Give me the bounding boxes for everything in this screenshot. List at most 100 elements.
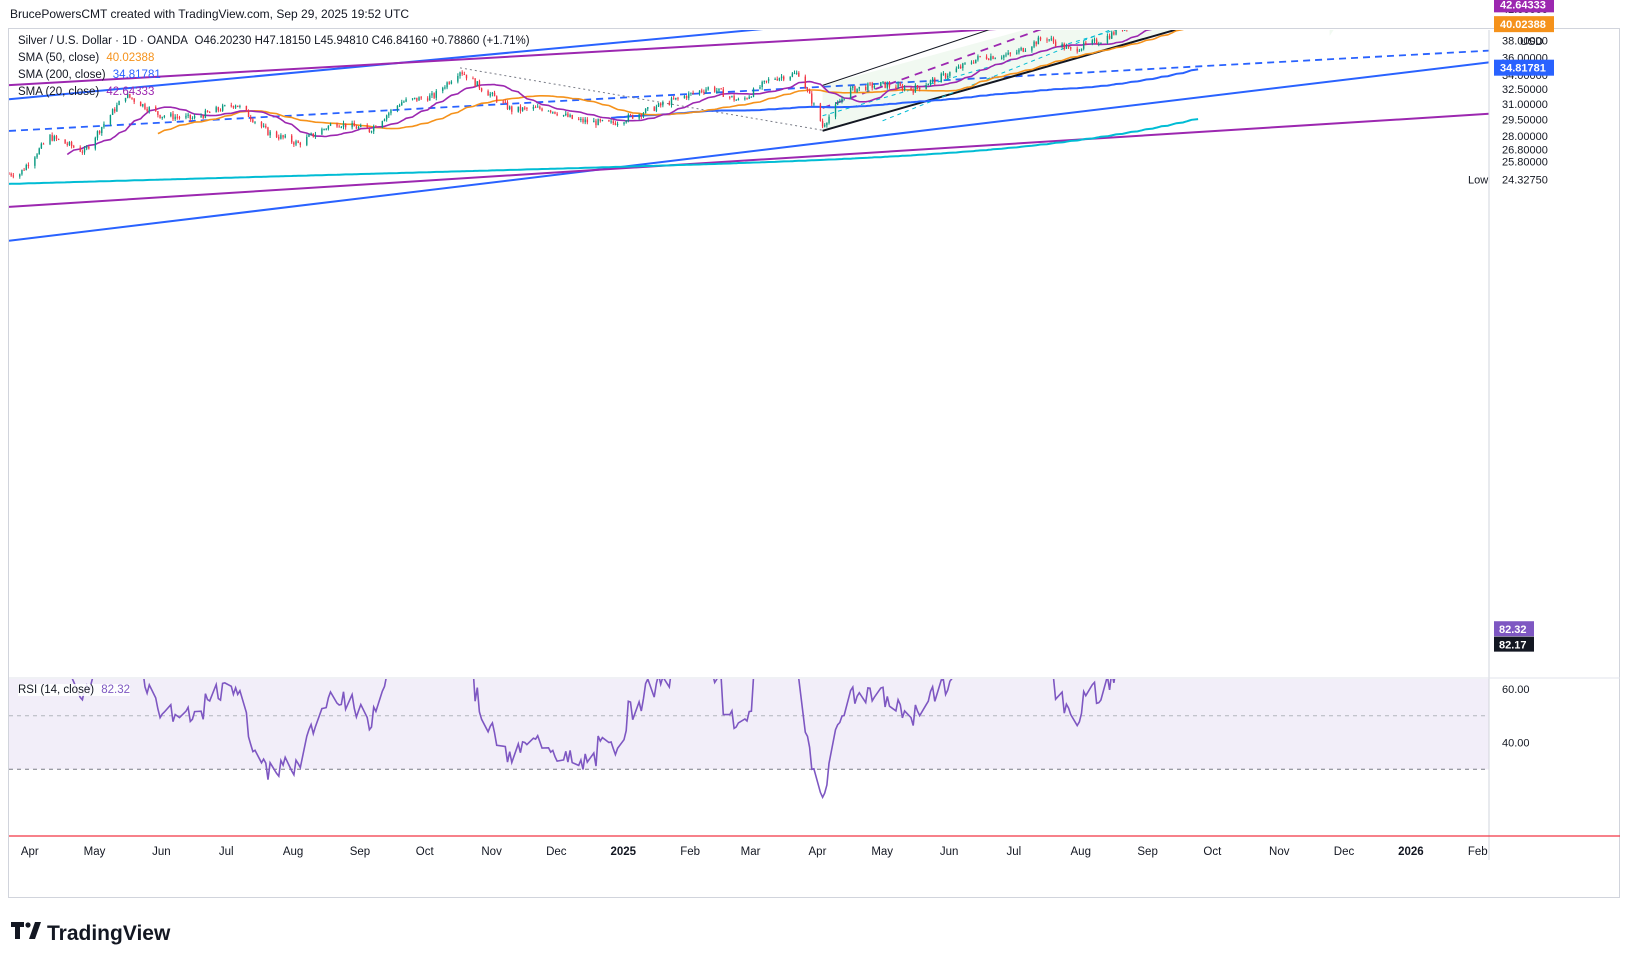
- price-candle: [474, 78, 476, 87]
- price-candle: [390, 108, 392, 116]
- price-candle: [249, 114, 252, 122]
- price-candle: [677, 96, 679, 101]
- price-candle: [638, 113, 640, 121]
- price-candle: [988, 57, 990, 61]
- price-candle: [295, 139, 297, 147]
- price-candle: [1035, 41, 1037, 47]
- price-candle: [720, 87, 722, 90]
- price-candle: [901, 83, 904, 92]
- price-candle: [556, 112, 558, 117]
- price-candle: [854, 85, 856, 93]
- price-candle: [578, 116, 580, 121]
- currency-label[interactable]: USD: [1520, 36, 1544, 48]
- time-axis-tick: Mar: [741, 846, 761, 858]
- time-axis-tick: Dec: [546, 846, 567, 858]
- price-candle: [957, 64, 960, 69]
- sma200-value: 34.81781: [112, 69, 161, 81]
- price-candle: [118, 100, 120, 106]
- symbol-title: Silver / U.S. Dollar · 1D · OANDA: [18, 35, 188, 47]
- price-candle: [975, 59, 977, 64]
- price-candle: [707, 86, 709, 91]
- time-axis-tick: Dec: [1334, 846, 1355, 858]
- price-candle: [265, 123, 267, 129]
- time-axis-tick: Jul: [1006, 846, 1021, 858]
- price-candle: [388, 111, 390, 118]
- rsi-value: 82.32: [101, 684, 131, 696]
- price-candle: [703, 89, 705, 95]
- legend-sma50[interactable]: SMA (50, close) 40.02388: [18, 52, 154, 64]
- price-candle: [534, 105, 537, 109]
- legend-title-row[interactable]: Silver / U.S. Dollar · 1D · OANDA O46.20…: [18, 35, 530, 47]
- price-candle: [925, 82, 927, 90]
- price-candle: [411, 98, 414, 101]
- price-candle: [1100, 42, 1102, 45]
- upper-purple-trendline: [9, 30, 997, 87]
- price-candle: [1065, 43, 1068, 49]
- price-candle: [450, 80, 453, 85]
- legend-sma200[interactable]: SMA (200, close) 34.81781: [18, 69, 161, 81]
- price-candle: [1022, 47, 1024, 53]
- price-candle: [55, 134, 58, 142]
- price-badge: Low 24.32750: [1468, 175, 1548, 187]
- time-axis-tick: Feb: [680, 846, 700, 858]
- price-candle: [170, 112, 172, 118]
- price-candle: [70, 140, 73, 149]
- price-candle: [871, 81, 873, 91]
- price-candle: [949, 71, 951, 79]
- price-candle: [1128, 23, 1129, 29]
- price-candle: [849, 86, 852, 100]
- price-candle: [9, 172, 10, 175]
- price-candle: [232, 105, 235, 109]
- price-candle: [146, 106, 148, 113]
- price-candle: [239, 104, 241, 109]
- price-candle: [1106, 33, 1109, 45]
- price-candle: [131, 97, 133, 100]
- price-candle: [1146, 14, 1147, 19]
- price-candle: [1020, 46, 1022, 52]
- rsi-label: RSI (14, close): [18, 684, 95, 696]
- price-candle: [1054, 39, 1057, 48]
- price-candle: [155, 105, 157, 112]
- price-candle: [884, 81, 886, 89]
- price-candle: [776, 76, 778, 81]
- price-candle: [148, 106, 150, 114]
- price-candle: [1070, 46, 1072, 51]
- rsi-badge-text: 82.32: [1499, 624, 1527, 636]
- price-badge-bg: [1494, 0, 1554, 13]
- dotted-swing-line: [459, 67, 823, 131]
- channel-upper-line: [822, 30, 990, 86]
- legend-rsi[interactable]: RSI (14, close) 82.32: [18, 684, 131, 696]
- legend-sma20[interactable]: SMA (20, close) 42.64333: [18, 86, 154, 98]
- tradingview-logo[interactable]: TradingView: [11, 922, 170, 946]
- price-candle: [828, 114, 830, 125]
- price-candle: [487, 89, 489, 96]
- price-candle: [750, 96, 753, 98]
- price-candle: [383, 118, 386, 122]
- price-candle: [599, 118, 601, 123]
- price-candle: [929, 79, 932, 87]
- price-candle: [73, 144, 75, 149]
- price-candle: [1113, 30, 1115, 36]
- price-candle: [1052, 36, 1055, 44]
- price-candle: [729, 96, 731, 100]
- price-candle: [631, 114, 634, 120]
- price-badge: 42.64333: [1494, 0, 1554, 13]
- price-candle: [94, 136, 97, 151]
- price-candle: [554, 111, 556, 115]
- price-candle: [64, 139, 66, 144]
- price-candle: [506, 100, 509, 110]
- price-candle: [914, 83, 917, 93]
- price-candle: [230, 102, 232, 108]
- price-candle: [903, 85, 906, 92]
- price-candle: [541, 107, 543, 112]
- price-candle: [955, 66, 958, 73]
- chart-credit: BrucePowersCMT created with TradingView.…: [10, 7, 410, 21]
- price-candle: [1037, 35, 1040, 45]
- price-candle: [524, 106, 526, 111]
- price-candle: [735, 99, 737, 101]
- price-candle: [1046, 37, 1048, 43]
- price-candle: [27, 162, 30, 169]
- price-candle: [496, 95, 498, 103]
- price-candle: [185, 113, 187, 120]
